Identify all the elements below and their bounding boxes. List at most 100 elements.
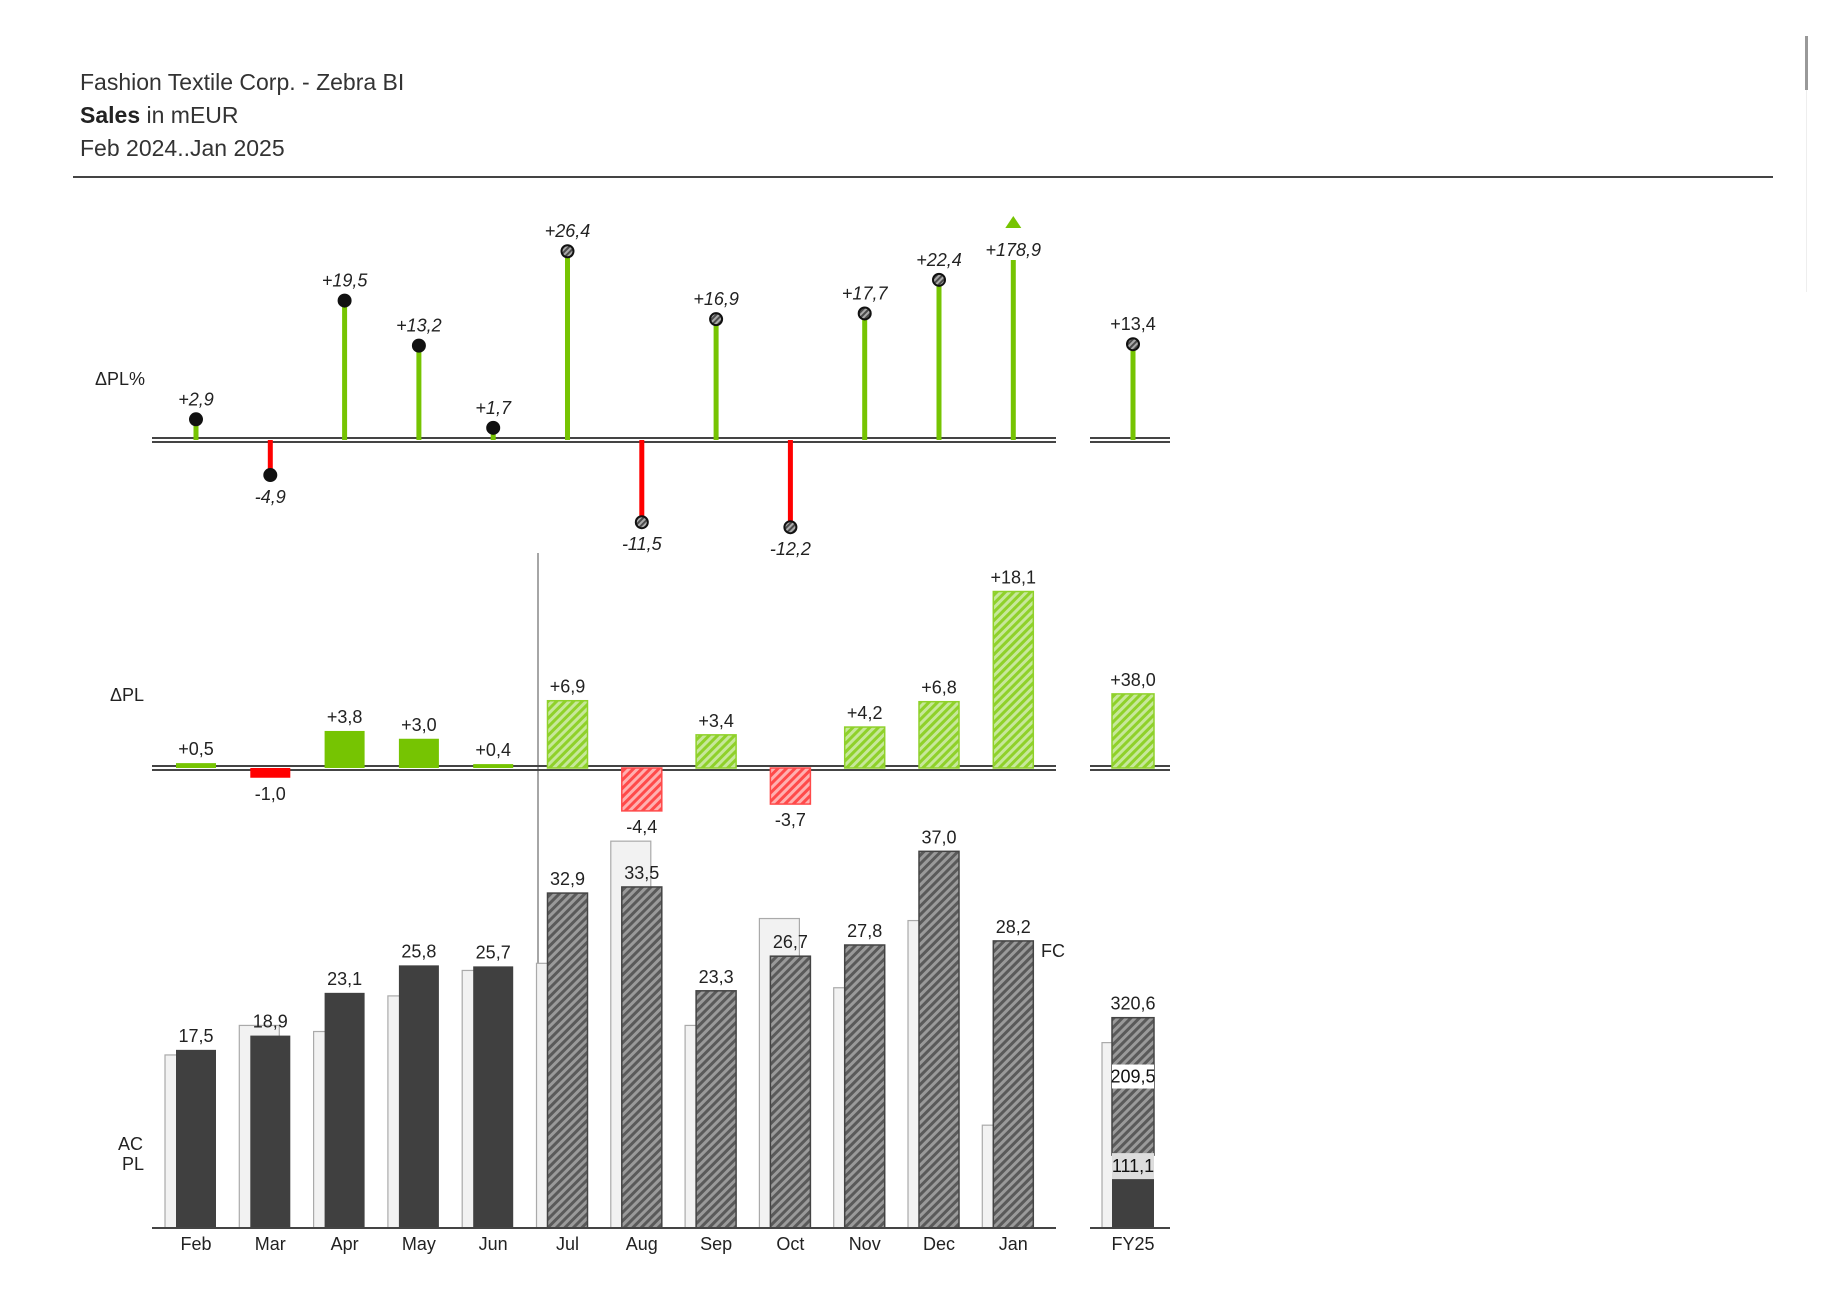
delta-pl-bar-apr: [324, 730, 365, 768]
actual-label-bg-fy25: [1112, 1153, 1154, 1180]
lollipop-head-dec: [932, 272, 946, 287]
lollipop-head-nov: [857, 306, 872, 321]
lollipop-label-dec: +22,4: [916, 250, 962, 270]
lollipop-label-feb: +2,9: [178, 389, 214, 409]
report-unit: in mEUR: [146, 102, 239, 128]
delta-pl-bar-feb: [176, 763, 216, 768]
lollipop-label-jun: +1,7: [475, 398, 512, 418]
actual-bar-may: [398, 965, 439, 1228]
delta-pl-bar-mar: [250, 768, 291, 778]
delta-pl-bar-jun: [473, 764, 514, 768]
lollipop-label-mar: -4,9: [255, 487, 286, 507]
delta-pl-label-feb: +0,5: [178, 739, 214, 759]
category-axis: Feb Mar Apr May Jun Jul Aug Sep Oct Nov Dec Jan FY25: [152, 1227, 1170, 1254]
lollipop-head-sep: [709, 312, 724, 327]
delta-pl-bar-fy25: [1111, 693, 1155, 769]
lollipop-label-oct: -12,2: [770, 539, 811, 559]
lollipop-head-fy25: [1126, 337, 1140, 352]
row-label-delta-pl-percent: ΔPL%: [95, 369, 145, 389]
delta-pl-label-fy25: +38,0: [1110, 670, 1156, 690]
category-label-jan: Jan: [999, 1234, 1028, 1254]
delta-pl-bar-nov: [843, 726, 886, 769]
value-label-dec: 37,0: [921, 827, 956, 847]
row-label-pl: PL: [122, 1154, 144, 1174]
forecast-bar-sep: [695, 990, 737, 1229]
report-title: Sales in mEUR: [80, 99, 239, 132]
lollipop-head-jun: [486, 420, 501, 435]
forecast-bar-oct: [769, 955, 812, 1229]
actual-bar-feb: [176, 1049, 216, 1228]
forecast-label-fy25: 209,5: [1110, 1067, 1155, 1087]
value-label-jan: 28,2: [996, 917, 1031, 937]
row-label-ac: AC: [118, 1134, 143, 1154]
delta-pl-label-oct: -3,7: [775, 810, 806, 830]
category-label-may: May: [402, 1234, 436, 1254]
actual-bar-mar: [250, 1035, 291, 1228]
category-label-dec: Dec: [923, 1234, 955, 1254]
forecast-bar-nov: [843, 944, 886, 1229]
category-label-jul: Jul: [556, 1234, 579, 1254]
category-label-sep: Sep: [700, 1234, 732, 1254]
lollipop-label-aug: -11,5: [622, 534, 663, 554]
delta-pl-bar-jul: [546, 699, 589, 769]
lollipop-label-nov: +17,7: [842, 283, 889, 303]
total-label-fy25: 320,6: [1110, 994, 1155, 1014]
lollipop-head-mar: [263, 468, 278, 483]
delta-pl-label-apr: +3,8: [327, 707, 363, 727]
row-label-delta-pl: ΔPL: [110, 685, 144, 705]
delta-pl-label-jun: +0,4: [475, 740, 511, 760]
actual-bar-apr: [324, 992, 365, 1228]
forecast-label-bg-fy25: [1112, 1064, 1154, 1089]
lollipop-label-may: +13,2: [396, 316, 442, 336]
lollipop-head-jul: [560, 244, 575, 259]
forecast-bar-aug: [621, 886, 663, 1229]
delta-pl-label-dec: +6,8: [921, 678, 957, 698]
value-label-feb: 17,5: [178, 1026, 213, 1046]
category-label-jun: Jun: [479, 1234, 508, 1254]
forecast-bar-dec: [918, 850, 960, 1229]
value-label-mar: 18,9: [253, 1012, 288, 1032]
forecast-bar-jul: [546, 892, 589, 1229]
ac-pl-chart: 17,5 18,9 23,1 25,8 25,7 32,9 33,5 23,3 26,7 27,8…: [164, 827, 1156, 1229]
lollipop-label-jul: +26,4: [545, 221, 591, 241]
delta-pl-chart: +0,5 -1,0 +3,8 +3,0 +0,4 +6,9 -4,4 +3,4 -3,7 +4,2…: [152, 568, 1170, 837]
delta-pl-bar-oct: [769, 767, 812, 805]
category-label-fy25: FY25: [1111, 1234, 1154, 1254]
delta-pl-label-may: +3,0: [401, 715, 437, 735]
report-company: Fashion Textile Corp. - Zebra BI: [80, 69, 405, 95]
delta-pl-label-aug: -4,4: [626, 817, 657, 837]
category-label-feb: Feb: [180, 1234, 211, 1254]
report-period: Feb 2024..Jan 2025: [80, 135, 285, 161]
delta-pl-bar-jan: [992, 590, 1035, 769]
category-label-mar: Mar: [255, 1234, 286, 1254]
forecast-bar-jan: [992, 940, 1035, 1229]
outlier-arrow-jan: [1005, 216, 1022, 228]
delta-pl-label-jul: +6,9: [550, 677, 586, 697]
scrollbar-track[interactable]: [1806, 36, 1807, 292]
actual-label-fy25: 111,1: [1112, 1156, 1154, 1176]
lollipop-head-aug: [634, 515, 649, 530]
category-label-aug: Aug: [626, 1234, 658, 1254]
delta-pl-bar-aug: [621, 767, 663, 812]
actual-bar-jun: [473, 966, 514, 1228]
value-label-aug: 33,5: [624, 863, 659, 883]
delta-pl-label-sep: +3,4: [698, 711, 734, 731]
lollipop-head-oct: [783, 520, 798, 535]
value-label-may: 25,8: [401, 941, 436, 961]
header-divider: [73, 176, 1773, 178]
delta-pl-percent-chart: +2,9 -4,9 +19,5 +13,2 +1,7 +26,4 -11,5 +16,9 -12…: [152, 216, 1170, 559]
delta-pl-bar-dec: [918, 700, 960, 769]
delta-pl-label-jan: +18,1: [991, 568, 1037, 588]
lollipop-label-apr: +19,5: [322, 271, 369, 291]
value-label-sep: 23,3: [699, 967, 734, 987]
forecast-label: FC: [1041, 941, 1065, 961]
category-label-nov: Nov: [849, 1234, 881, 1254]
value-label-jun: 25,7: [476, 942, 511, 962]
value-label-oct: 26,7: [773, 932, 808, 952]
lollipop-head-apr: [337, 293, 352, 308]
scrollbar-thumb[interactable]: [1805, 36, 1808, 90]
value-label-jul: 32,9: [550, 869, 585, 889]
delta-pl-bar-may: [398, 738, 439, 768]
category-label-apr: Apr: [331, 1234, 359, 1254]
